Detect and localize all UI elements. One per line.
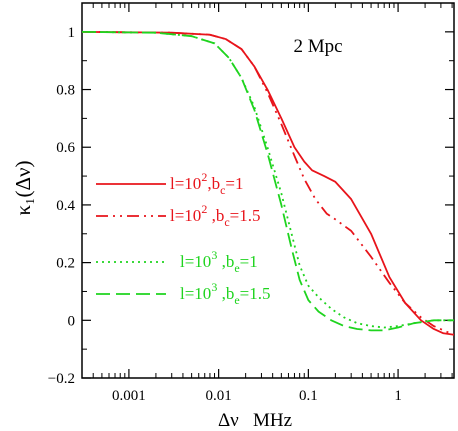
y-tick-label: 0.6	[56, 140, 75, 156]
axis-ticks: 0.001 0.01 0.1 1 −0.2 0 0.2 0.4 0.6 0.8 1	[48, 2, 454, 404]
x-tick-label: 0.1	[299, 388, 318, 404]
chart-annotation: 2 Mpc	[293, 36, 342, 57]
x-tick-label: 1	[394, 388, 402, 404]
y-axis-label: κ₁(Δν)	[11, 161, 35, 216]
y-tick-label: 0	[68, 313, 76, 329]
legend-label-3: l=103 ,be=1	[180, 248, 258, 275]
legend-label-1: l=102,bc=1	[170, 170, 243, 197]
x-axis-label: Δν MHz	[218, 410, 292, 431]
series-layer	[82, 30, 454, 336]
legend-label-4: l=103 ,be=1.5	[180, 280, 270, 307]
plot-frame	[81, 2, 455, 379]
y-tick-label: 0.2	[56, 256, 75, 272]
y-tick-label: −0.2	[48, 371, 75, 387]
series-line-3	[82, 30, 454, 329]
series-line-2	[82, 30, 454, 336]
y-tick-label: 1	[68, 25, 76, 41]
x-tick-label: 0.01	[206, 388, 232, 404]
series-line-1	[82, 30, 454, 336]
legend-label-2: l=102 ,bc=1.5	[170, 202, 260, 229]
legend: l=102,bc=1 l=102 ,bc=1.5 l=103 ,be=1 l=103 …	[96, 170, 270, 307]
y-tick-label: 0.8	[56, 83, 75, 99]
y-tick-label: 0.4	[56, 198, 75, 214]
series-line-4	[82, 30, 454, 332]
x-tick-label: 0.001	[112, 388, 146, 404]
